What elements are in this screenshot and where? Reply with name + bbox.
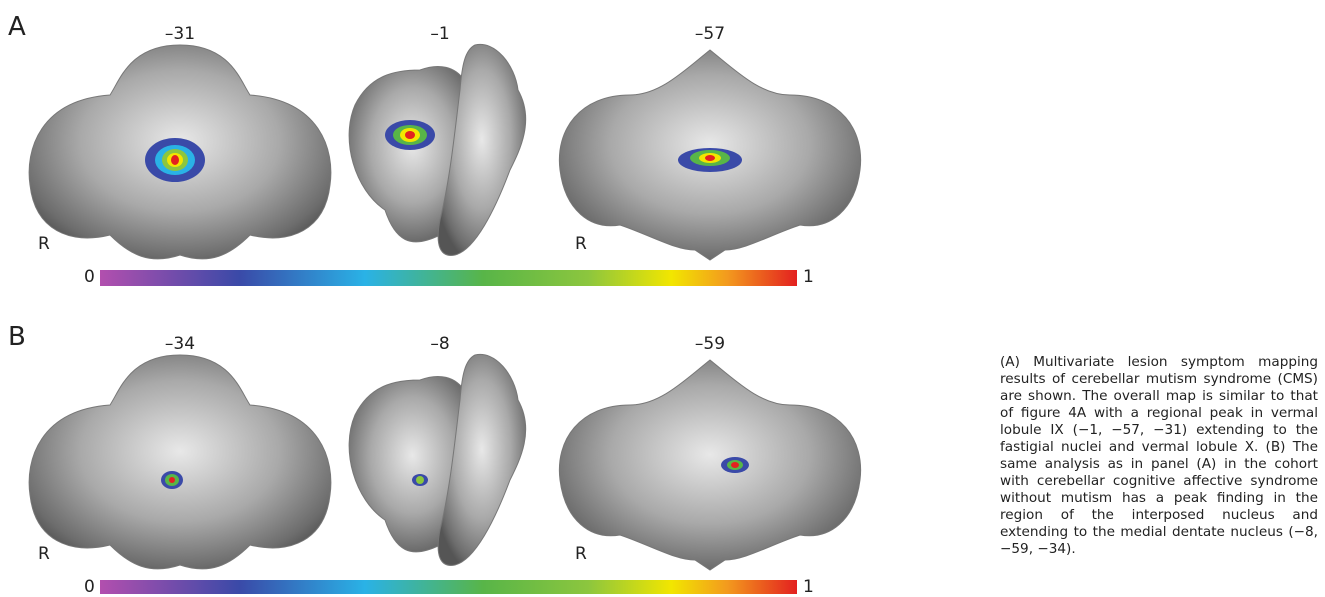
brain-slice — [349, 354, 526, 565]
slice-coordinate: –59 — [695, 334, 725, 354]
lesion-map — [416, 476, 424, 484]
lesion-map — [405, 131, 415, 139]
page: {"panels": [ {"label": "A", "slices": [{… — [0, 0, 1325, 594]
brain-slice — [559, 50, 860, 260]
orientation-label: R — [575, 544, 587, 564]
brain-tissue — [559, 360, 860, 570]
colorbar-max: 1 — [803, 577, 814, 597]
slice-coordinate: –57 — [695, 24, 725, 44]
colorbar-max: 1 — [803, 267, 814, 287]
slice-coordinate: –1 — [430, 24, 449, 44]
lesion-map — [705, 155, 715, 161]
brain-slice — [29, 45, 331, 259]
panel-label: A — [8, 12, 26, 42]
slice-coordinate: –34 — [165, 334, 195, 354]
colorbar-min: 0 — [84, 267, 95, 287]
orientation-label: R — [38, 234, 50, 254]
brain-slice — [559, 360, 860, 570]
colorbar — [100, 580, 797, 594]
lesion-map — [171, 155, 179, 165]
colorbar — [100, 270, 797, 286]
panel-label: B — [8, 322, 26, 352]
colorbar-min: 0 — [84, 577, 95, 597]
caption: (A) Multivariate lesion symptom mapping … — [1000, 354, 1318, 558]
orientation-label: R — [38, 544, 50, 564]
slice-coordinate: –31 — [165, 24, 195, 44]
brain-slice — [349, 44, 526, 255]
lesion-map — [169, 477, 175, 483]
brain-tissue — [29, 355, 331, 569]
lesion-map — [731, 462, 739, 468]
orientation-label: R — [575, 234, 587, 254]
brain-slice — [29, 355, 331, 569]
slice-coordinate: –8 — [430, 334, 449, 354]
